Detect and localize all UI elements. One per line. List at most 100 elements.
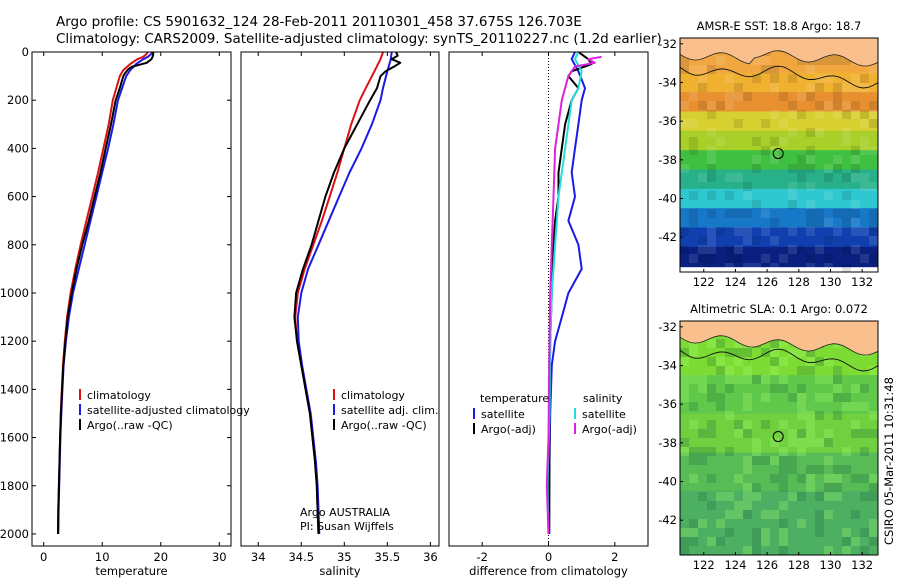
map-frame [679, 37, 879, 273]
field-cell [869, 101, 878, 110]
field-cell [860, 474, 869, 483]
field-cell [788, 465, 797, 474]
x-tick-label: 2 [611, 550, 618, 564]
field-cell [860, 227, 869, 236]
field-cell [842, 128, 851, 137]
field-cell [734, 83, 743, 92]
field-cell [815, 56, 824, 65]
field-cell [824, 492, 833, 501]
field-cell [806, 128, 815, 137]
y-tick-label: -38 [658, 436, 677, 450]
x-tick-label: 130 [820, 275, 842, 289]
field-cell [680, 393, 689, 402]
field-cell [716, 339, 725, 348]
field-cell [815, 245, 824, 254]
field-cell [725, 209, 734, 218]
field-cell [752, 546, 761, 555]
field-cell [680, 245, 689, 254]
field-cell [788, 101, 797, 110]
field-cell [680, 528, 689, 537]
legend-label: satellite adj. clim. [341, 404, 438, 417]
field-cell [779, 528, 788, 537]
field-cell [797, 366, 806, 375]
field-cell [716, 101, 725, 110]
field-cell [725, 375, 734, 384]
field-cell [797, 402, 806, 411]
field-cell [770, 155, 779, 164]
field-cell [698, 492, 707, 501]
field-cell [797, 110, 806, 119]
x-tick-label: 0 [40, 550, 47, 564]
field-cell [707, 236, 716, 245]
field-cell [851, 402, 860, 411]
field-cell [770, 218, 779, 227]
field-cell [743, 236, 752, 245]
field-cell [779, 483, 788, 492]
field-cell [743, 546, 752, 555]
field-cell [869, 65, 878, 74]
field-cell [734, 501, 743, 510]
field-cell [761, 510, 770, 519]
field-cell [689, 375, 698, 384]
field-cell [716, 56, 725, 65]
field-cell [806, 411, 815, 420]
field-cell [779, 465, 788, 474]
field-cell [869, 411, 878, 420]
land-mass [680, 38, 878, 67]
series-temperature-argo-adj--line [548, 51, 593, 535]
field-cell [779, 384, 788, 393]
field-cell [743, 510, 752, 519]
field-cell [824, 510, 833, 519]
legend-label: climatology [87, 389, 151, 402]
field-cell [815, 101, 824, 110]
field-cell [869, 182, 878, 191]
y-tick-label: -40 [658, 475, 677, 489]
field-cell [752, 263, 761, 272]
sla-map-panel: 122 124 126 128 130 132 -32 -34 -36 -38 -40 -42 Alti… [658, 302, 879, 572]
colour-band [680, 92, 878, 113]
x-tick-label: 128 [788, 275, 810, 289]
field-cell [806, 420, 815, 429]
field-cell [680, 164, 689, 173]
field-cell [815, 411, 824, 420]
field-cell [752, 492, 761, 501]
field-cell [824, 546, 833, 555]
shelf-contour [680, 348, 878, 372]
field-cell [689, 447, 698, 456]
field-cell [806, 83, 815, 92]
field-cell [743, 209, 752, 218]
field-cell [707, 393, 716, 402]
field-cell [680, 227, 689, 236]
land-mass [680, 321, 878, 356]
field-cell [842, 245, 851, 254]
field-cell [860, 137, 869, 146]
field-cell [734, 209, 743, 218]
field-cell [851, 164, 860, 173]
field-cell [707, 339, 716, 348]
field-cell [860, 74, 869, 83]
y-tick-label: 400 [7, 141, 29, 155]
field-cell [788, 492, 797, 501]
field-cell [842, 393, 851, 402]
field-cell [851, 173, 860, 182]
field-cell [743, 456, 752, 465]
field-cell [680, 56, 689, 65]
field-cell [770, 236, 779, 245]
field-cell [806, 209, 815, 218]
x-tick-label: 130 [820, 558, 842, 572]
field-cell [707, 254, 716, 263]
y-tick-label: 800 [7, 238, 29, 252]
field-cell [824, 429, 833, 438]
field-cell [779, 254, 788, 263]
x-tick-label: 132 [851, 275, 873, 289]
field-cell [752, 137, 761, 146]
field-cell [860, 182, 869, 191]
field-cell [833, 384, 842, 393]
field-cell [851, 83, 860, 92]
field-cell [725, 528, 734, 537]
field-cell [689, 146, 698, 155]
field-cell [770, 438, 779, 447]
figure-title-line2: Climatology: CARS2009. Satellite-adjuste… [56, 31, 662, 47]
field-cell [806, 429, 815, 438]
